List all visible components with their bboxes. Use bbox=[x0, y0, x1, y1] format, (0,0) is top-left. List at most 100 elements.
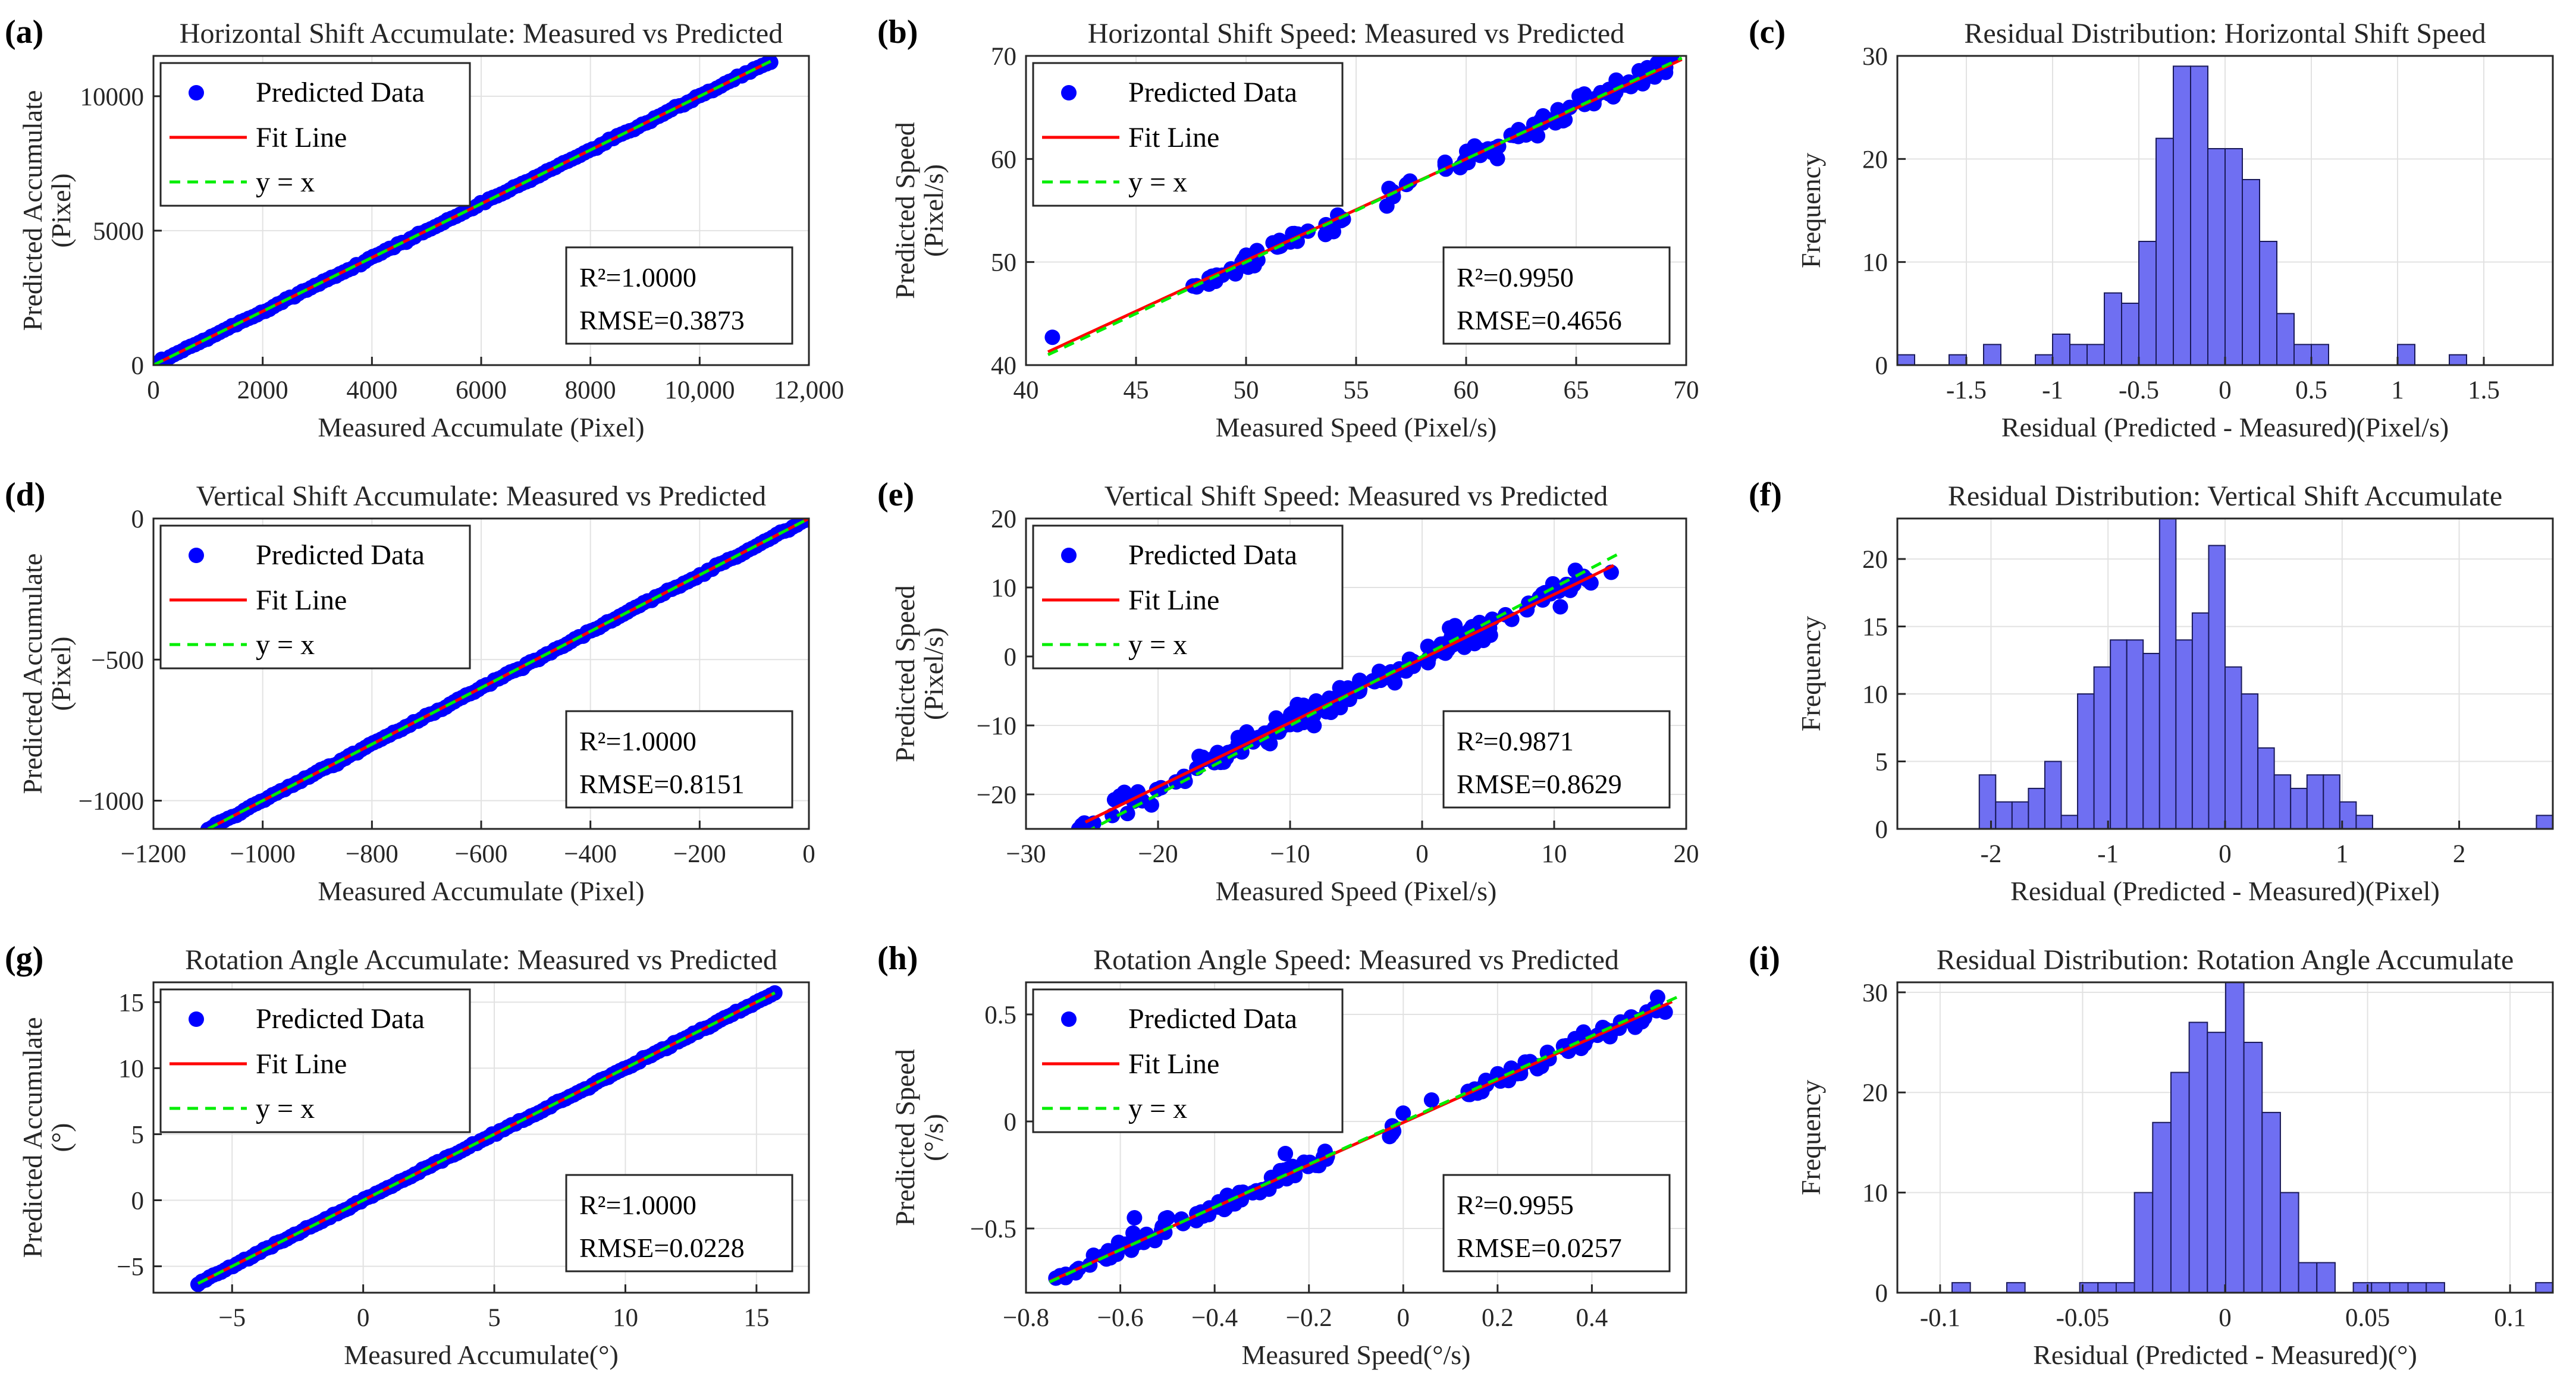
hist-bar-0 bbox=[1897, 354, 1915, 365]
hist-bar-3 bbox=[1949, 354, 1967, 365]
scatter-point-144 bbox=[1576, 1024, 1592, 1040]
panel-title: Vertical Shift Accumulate: Measured vs P… bbox=[196, 480, 766, 512]
scatter-point-147 bbox=[1278, 1146, 1294, 1161]
hist-bar-25 bbox=[2352, 1282, 2373, 1293]
stats-frame bbox=[1442, 1174, 1671, 1272]
panel-label: (g) bbox=[5, 940, 43, 977]
panel-label: (c) bbox=[1749, 14, 1786, 51]
plot-content bbox=[153, 56, 779, 365]
plot-content bbox=[1044, 56, 1683, 356]
hist-bar-6 bbox=[2006, 1282, 2026, 1293]
x-axis-label: Measured Accumulate (Pixel) bbox=[318, 412, 644, 442]
hist-bar-12 bbox=[2104, 292, 2122, 365]
panel-title: Residual Distribution: Vertical Shift Ac… bbox=[1948, 480, 2502, 512]
scatter-point-123 bbox=[1456, 639, 1472, 655]
scatter-point-162 bbox=[1567, 563, 1583, 579]
y-axis-label: Frequency bbox=[1796, 616, 1826, 731]
y-tick-label-3: 10 bbox=[118, 1055, 144, 1083]
fit-line bbox=[1084, 564, 1614, 824]
tick-marks bbox=[1897, 55, 2485, 366]
hist-bar-22 bbox=[2276, 313, 2295, 365]
hist-bar-21 bbox=[2241, 693, 2259, 829]
y-axis-unit-label: (Pixel/s) bbox=[918, 164, 949, 257]
y-tick-label-2: 5 bbox=[131, 1121, 145, 1149]
hist-bar-14 bbox=[2152, 1121, 2172, 1293]
hist-bar-22 bbox=[2298, 1262, 2318, 1293]
x-tick-label-4: 2 bbox=[2453, 840, 2466, 868]
hist-bar-24 bbox=[2290, 787, 2308, 829]
plot-content bbox=[1071, 551, 1621, 829]
panel-title: Residual Distribution: Rotation Angle Ac… bbox=[1937, 944, 2514, 976]
legend-marker-predicted bbox=[1061, 548, 1077, 563]
scatter-point-148 bbox=[1423, 1092, 1439, 1108]
panel-e: −30 −20 −10 0 10 20 −20 −10 0 10 20 Vertical Shift … bbox=[877, 476, 1699, 906]
x-tick-label-0: -0.1 bbox=[1920, 1304, 1960, 1332]
plot-content bbox=[190, 985, 783, 1292]
hist-bar-19 bbox=[2224, 148, 2243, 365]
hist-bar-5 bbox=[1983, 344, 2001, 365]
x-tick-label-3: −600 bbox=[455, 840, 508, 868]
legend-label-fit: Fit Line bbox=[1128, 122, 1219, 153]
stat-rmse: RMSE=0.3873 bbox=[579, 305, 745, 335]
x-axis-label: Measured Accumulate(°) bbox=[344, 1340, 619, 1370]
identity-line bbox=[1088, 551, 1621, 829]
plot-content bbox=[1897, 65, 2467, 365]
y-axis-label: Predicted Speed bbox=[890, 585, 920, 762]
x-tick-label-3: 0 bbox=[2219, 376, 2232, 404]
x-tick-label-2: 50 bbox=[1234, 376, 1259, 404]
y-tick-label-3: 15 bbox=[1862, 614, 1888, 642]
x-tick-label-2: 5 bbox=[488, 1304, 501, 1332]
legend: Predicted Data Fit Line y = x bbox=[159, 524, 471, 670]
x-tick-label-0: −30 bbox=[1006, 840, 1046, 868]
hist-bar-19 bbox=[2208, 545, 2226, 829]
scatter-point-12 bbox=[1119, 806, 1135, 822]
hist-bar-12 bbox=[2115, 1282, 2135, 1293]
panel-c: -1.5 -1 -0.5 0 0.5 1 1.5 0 10 20 30 Residual Distri… bbox=[1749, 14, 2554, 442]
stat-r2: R²=0.9871 bbox=[1457, 726, 1574, 756]
x-tick-label-6: 0 bbox=[802, 840, 815, 868]
y-tick-label-1: 0 bbox=[131, 1187, 145, 1215]
hist-bar-15 bbox=[2142, 652, 2160, 829]
legend-label-identity: y = x bbox=[1128, 166, 1187, 198]
tick-marks bbox=[1897, 558, 2461, 830]
stats-frame bbox=[565, 246, 793, 345]
hist-bar-13 bbox=[2133, 1192, 2154, 1293]
panel-title: Vertical Shift Speed: Measured vs Predic… bbox=[1105, 480, 1608, 512]
stats-frame bbox=[1442, 246, 1671, 345]
scatter-point-50 bbox=[1402, 173, 1418, 189]
hist-bar-14 bbox=[2138, 241, 2157, 365]
hist-bar-7 bbox=[2011, 801, 2029, 829]
hist-bar-12 bbox=[2093, 666, 2111, 829]
legend-label-predicted: Predicted Data bbox=[1128, 1003, 1297, 1035]
x-tick-label-6: 12,000 bbox=[774, 376, 844, 404]
hist-bar-10 bbox=[2060, 815, 2079, 829]
hist-bar-23 bbox=[2316, 1262, 2336, 1293]
panel-label: (f) bbox=[1749, 476, 1782, 513]
hist-bar-9 bbox=[2044, 761, 2062, 829]
x-tick-label-2: 0 bbox=[2219, 1304, 2232, 1332]
hist-bar-6 bbox=[1995, 801, 2013, 829]
panel-a: 0 2000 4000 6000 8000 10,000 12,000 0 5000 10000 H… bbox=[5, 14, 844, 442]
panel-d: −1200 −1000 −800 −600 −400 −200 0 −1000 −500 0 Ver… bbox=[5, 476, 815, 906]
hist-bar-13 bbox=[2121, 303, 2139, 365]
y-tick-label-4: 15 bbox=[118, 989, 144, 1017]
x-tick-label-0: -2 bbox=[1981, 840, 2002, 868]
panel-b: 40 45 50 55 60 65 70 40 50 60 70 Horizontal Shift S… bbox=[877, 14, 1699, 442]
panel-title: Rotation Angle Speed: Measured vs Predic… bbox=[1093, 944, 1619, 976]
y-tick-label-0: 0 bbox=[1875, 1280, 1888, 1308]
hist-bar-23 bbox=[2273, 774, 2292, 829]
y-axis-unit-label: (Pixel/s) bbox=[918, 627, 949, 720]
y-axis-unit-label: (Pixel) bbox=[46, 173, 76, 247]
hist-bar-20 bbox=[2242, 179, 2260, 365]
x-tick-label-1: −0.6 bbox=[1097, 1304, 1144, 1332]
legend: Predicted Data Fit Line y = x bbox=[159, 988, 471, 1133]
x-tick-label-1: 45 bbox=[1124, 376, 1149, 404]
x-tick-label-2: 0 bbox=[2219, 840, 2232, 868]
x-tick-label-4: −400 bbox=[564, 840, 617, 868]
x-tick-label-3: 6000 bbox=[456, 376, 507, 404]
plot-content bbox=[200, 519, 809, 829]
y-axis-label: Frequency bbox=[1796, 153, 1826, 268]
y-tick-label-1: −10 bbox=[977, 712, 1016, 740]
scatter-point-17 bbox=[1112, 788, 1128, 804]
